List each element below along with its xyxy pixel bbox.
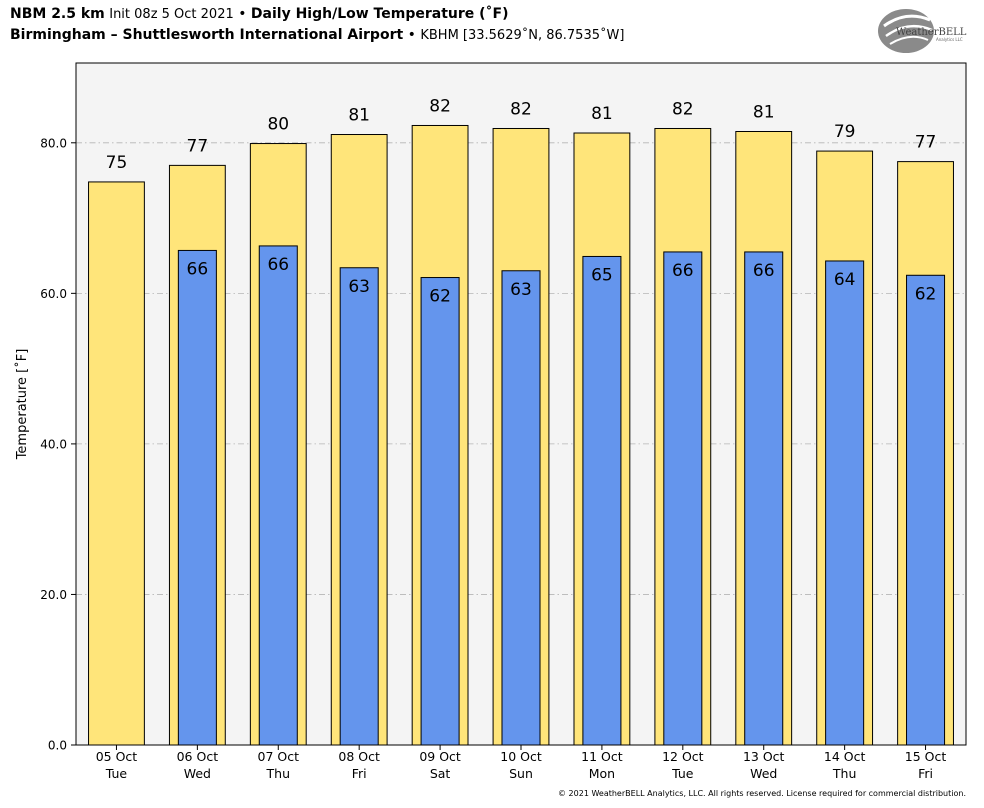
x-tick-weekday: Sun [509,766,533,781]
title-separator: • [238,6,247,22]
copyright-footer: © 2021 WeatherBELL Analytics, LLC. All r… [558,789,966,798]
x-tick-weekday: Sat [430,766,451,781]
x-tick-date: 06 Oct [177,749,219,764]
y-axis-label: Temperature [˚F] [14,349,30,461]
low-value-label: 66 [753,261,775,281]
x-tick-weekday: Fri [352,766,367,781]
low-bar [825,260,865,746]
low-bar [339,267,379,746]
low-bar [582,255,622,746]
chart-title: NBM 2.5 km Init 08z 5 Oct 2021 • Daily H… [10,6,509,22]
low-bar [663,251,703,746]
x-tick-date: 13 Oct [743,749,785,764]
high-value-label: 82 [672,99,694,119]
weatherbell-logo: WeatherBELL Analytics LLC [878,9,967,53]
high-value-label: 81 [591,104,613,124]
high-value-label: 81 [753,103,775,123]
logo-text: WeatherBELL [896,27,967,38]
x-tick-date: 14 Oct [824,749,866,764]
bars [88,124,954,746]
logo-subtext: Analytics LLC [936,37,963,42]
y-tick-label: 0.0 [48,739,67,753]
model-name: NBM 2.5 km [10,6,105,22]
low-bar [744,251,784,746]
init-time: Init 08z 5 Oct 2021 [109,7,234,22]
product-name: Daily High/Low Temperature (˚F) [250,6,509,22]
subtitle-separator: • [407,27,416,43]
x-tick-weekday: Thu [266,766,290,781]
x-tick-weekday: Wed [750,766,777,781]
high-value-label: 82 [510,99,532,119]
high-value-label: 77 [187,136,209,156]
low-bar [420,277,460,746]
low-value-label: 65 [591,265,613,285]
x-tick-weekday: Fri [918,766,933,781]
x-tick-date: 15 Oct [905,749,947,764]
axes: 0.0 20.0 40.0 60.0 80.0 05 Oct Tue 06 Oct Wed 07 … [40,136,946,781]
low-value-label: 66 [187,259,209,279]
y-tick-label: 80.0 [40,136,67,150]
low-bar [501,270,541,746]
x-tick-date: 12 Oct [662,749,704,764]
x-tick-weekday: Wed [184,766,211,781]
station-info: KBHM [33.5629˚N, 86.7535˚W] [420,28,625,43]
low-bar [258,245,298,746]
x-tick-date: 10 Oct [500,749,542,764]
low-value-label: 66 [672,261,694,281]
high-value-label: 82 [429,96,451,116]
x-tick-weekday: Tue [671,766,694,781]
x-tick-date: 11 Oct [581,749,623,764]
high-value-label: 80 [267,115,289,135]
location-name: Birmingham – Shuttlesworth International… [10,27,404,43]
x-tick-weekday: Mon [589,766,615,781]
low-value-label: 63 [510,280,532,300]
x-tick-date: 09 Oct [419,749,461,764]
high-bar [88,181,145,746]
y-tick-label: 40.0 [40,437,67,451]
low-value-label: 66 [267,255,289,275]
x-tick-date: 07 Oct [258,749,300,764]
x-tick-weekday: Tue [105,766,128,781]
y-tick-label: 60.0 [40,287,67,301]
low-value-label: 62 [915,284,937,304]
y-tick-label: 20.0 [40,588,67,602]
high-value-label: 79 [834,122,856,142]
low-value-label: 62 [429,287,451,307]
low-value-label: 64 [834,270,856,290]
high-value-label: 75 [106,153,128,173]
low-bar [906,274,946,746]
x-tick-weekday: Thu [832,766,856,781]
low-bar [177,249,217,746]
chart-subtitle: Birmingham – Shuttlesworth International… [10,27,624,43]
high-value-label: 81 [348,106,370,126]
x-tick-date: 05 Oct [96,749,138,764]
data-labels: 75 77 66 80 66 81 63 82 62 82 63 81 65 82 66 81 66 79 64 77… [106,96,937,306]
high-value-label: 77 [915,133,937,153]
low-value-label: 63 [348,277,370,297]
x-tick-date: 08 Oct [338,749,380,764]
